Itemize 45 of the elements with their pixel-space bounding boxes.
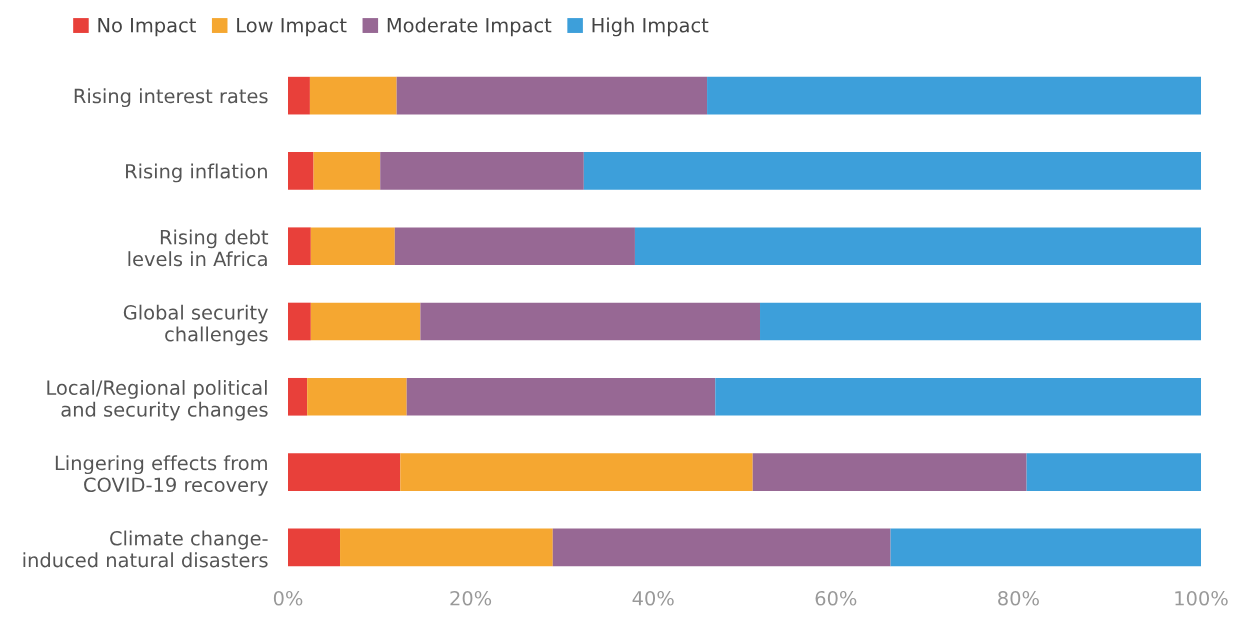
- bar: [400, 453, 753, 491]
- y-tick-label: Rising inflation: [126, 163, 267, 183]
- legend-label: High Impact: [592, 17, 709, 37]
- bar: [288, 302, 311, 341]
- bar: [380, 152, 584, 190]
- bar: [288, 152, 314, 190]
- y-tick-label: Lingering effects from COVID-19 recovery: [55, 455, 268, 496]
- legend-label: No Impact: [98, 18, 196, 37]
- bar: [310, 227, 395, 266]
- bar: [406, 377, 716, 416]
- x-tick-label: 100%: [1175, 590, 1228, 606]
- legend-label: Moderate Impact: [387, 17, 552, 37]
- bar: [288, 227, 311, 266]
- bar: [583, 152, 1201, 190]
- bar: [396, 76, 708, 115]
- y-tick-label: Global security challenges: [123, 304, 268, 346]
- x-tick-label: 40%: [632, 590, 674, 606]
- bar: [634, 227, 1201, 266]
- bar: [760, 302, 1201, 341]
- x-tick-label: 60%: [815, 590, 857, 606]
- y-tick-label: Climate change- induced natural disasters: [23, 530, 268, 568]
- bar: [307, 377, 407, 416]
- bar: [288, 528, 341, 567]
- bar: [890, 528, 1201, 567]
- bar: [394, 227, 635, 266]
- x-tick-label: 80%: [998, 590, 1039, 606]
- y-tick-label: Rising interest rates: [74, 88, 268, 108]
- legend-label: Low Impact: [237, 18, 347, 37]
- bar: [707, 76, 1201, 115]
- bar: [288, 377, 308, 416]
- bar: [310, 302, 421, 341]
- bar: [288, 76, 310, 115]
- bar: [340, 528, 553, 567]
- y-tick-label: Rising debt levels in Africa: [128, 229, 269, 267]
- x-tick-label: 0%: [273, 590, 303, 606]
- bar: [1026, 453, 1201, 491]
- bar: [552, 528, 891, 567]
- x-tick-label: 20%: [450, 590, 492, 606]
- bar: [752, 453, 1027, 491]
- bar: [288, 453, 401, 491]
- bar: [313, 152, 381, 190]
- bar: [309, 76, 397, 115]
- y-tick-label: Local/Regional political and security changes: [47, 379, 268, 421]
- bar: [715, 377, 1201, 416]
- bar: [420, 302, 761, 341]
